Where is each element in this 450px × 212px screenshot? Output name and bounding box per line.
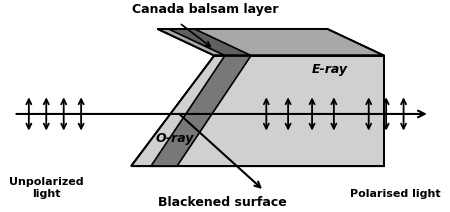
Text: Canada balsam layer: Canada balsam layer <box>132 3 279 15</box>
Text: Blackened surface: Blackened surface <box>158 196 287 209</box>
Polygon shape <box>158 29 384 56</box>
Polygon shape <box>151 56 251 166</box>
Text: E-ray: E-ray <box>312 63 348 76</box>
Text: Unpolarized
light: Unpolarized light <box>9 177 84 199</box>
Polygon shape <box>131 56 384 166</box>
Text: O-ray: O-ray <box>155 132 194 145</box>
Polygon shape <box>168 29 251 56</box>
Text: Polarised light: Polarised light <box>350 189 440 199</box>
